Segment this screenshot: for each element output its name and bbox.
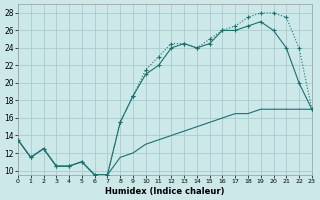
X-axis label: Humidex (Indice chaleur): Humidex (Indice chaleur) <box>105 187 225 196</box>
